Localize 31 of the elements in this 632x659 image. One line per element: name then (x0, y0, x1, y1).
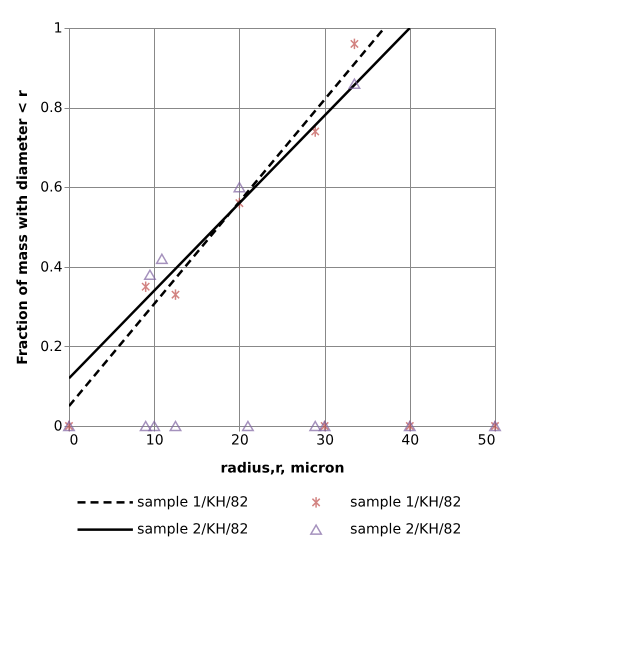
legend-label: sample 2/KH/82 (137, 522, 248, 538)
y-axis-title: Fraction of mass with diameter < r (15, 90, 32, 365)
x-tick-label: 40 (401, 432, 420, 448)
point (140, 420, 152, 432)
point (350, 38, 359, 50)
point (242, 420, 254, 432)
y-tick-label: 0 (54, 418, 62, 434)
y-tick-label: 0.4 (40, 259, 63, 276)
point (148, 420, 160, 432)
legend-label: sample 1/KH/82 (350, 494, 462, 510)
x-axis-title: radius,r, micron (220, 460, 345, 476)
point (170, 420, 182, 432)
y-tick-label: 0.2 (40, 338, 62, 355)
point (309, 420, 322, 432)
point (310, 125, 320, 138)
legend-label: sample 1/KH/82 (137, 494, 248, 510)
y-tick-label: 1 (54, 20, 62, 36)
x-tick-label: 30 (316, 432, 334, 448)
x-tick-label: 50 (478, 432, 496, 448)
y-tick-label: 0.8 (40, 100, 62, 116)
point (171, 288, 180, 301)
x-tick-label: 0 (70, 432, 78, 448)
y-tick-label: 0.6 (40, 180, 63, 196)
x-tick-label: 10 (146, 432, 164, 448)
point (141, 280, 150, 293)
point (156, 254, 168, 264)
point (233, 182, 246, 192)
legend-label: sample 2/KH/82 (350, 522, 462, 538)
point (348, 78, 360, 90)
x-tick-label: 20 (230, 432, 249, 448)
point (144, 269, 156, 280)
